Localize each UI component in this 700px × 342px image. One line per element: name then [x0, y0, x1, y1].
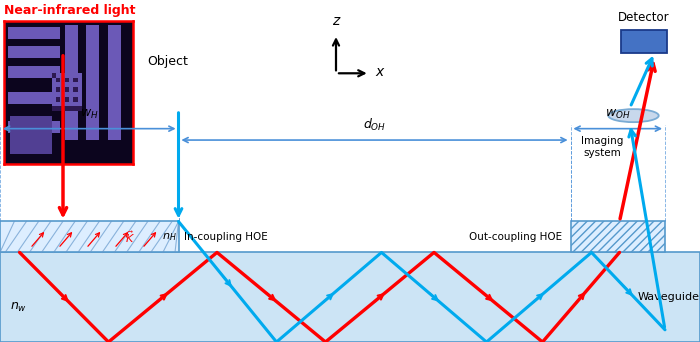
Text: z: z	[332, 14, 340, 28]
Text: $n_w$: $n_w$	[10, 301, 27, 314]
Text: Near-infrared light: Near-infrared light	[4, 4, 136, 17]
Ellipse shape	[608, 109, 659, 122]
Bar	[622, 30, 666, 53]
Text: $w_{OH}$: $w_{OH}$	[605, 108, 631, 121]
Bar	[0, 252, 700, 342]
Text: $n_H$: $n_H$	[162, 231, 177, 243]
Bar	[0, 222, 178, 252]
Text: $\vec{K}$: $\vec{K}$	[125, 229, 134, 245]
Text: x: x	[375, 65, 384, 79]
Text: In-coupling HOE: In-coupling HOE	[184, 232, 268, 242]
Text: Imaging
system: Imaging system	[581, 136, 623, 158]
Text: $d_{OH}$: $d_{OH}$	[363, 117, 386, 133]
Text: Detector: Detector	[618, 11, 670, 24]
Bar	[570, 222, 665, 252]
Text: $w_H$: $w_H$	[80, 108, 99, 121]
Text: Waveguide: Waveguide	[638, 292, 699, 302]
Text: Object: Object	[147, 55, 188, 68]
Text: Out-coupling HOE: Out-coupling HOE	[469, 232, 562, 242]
